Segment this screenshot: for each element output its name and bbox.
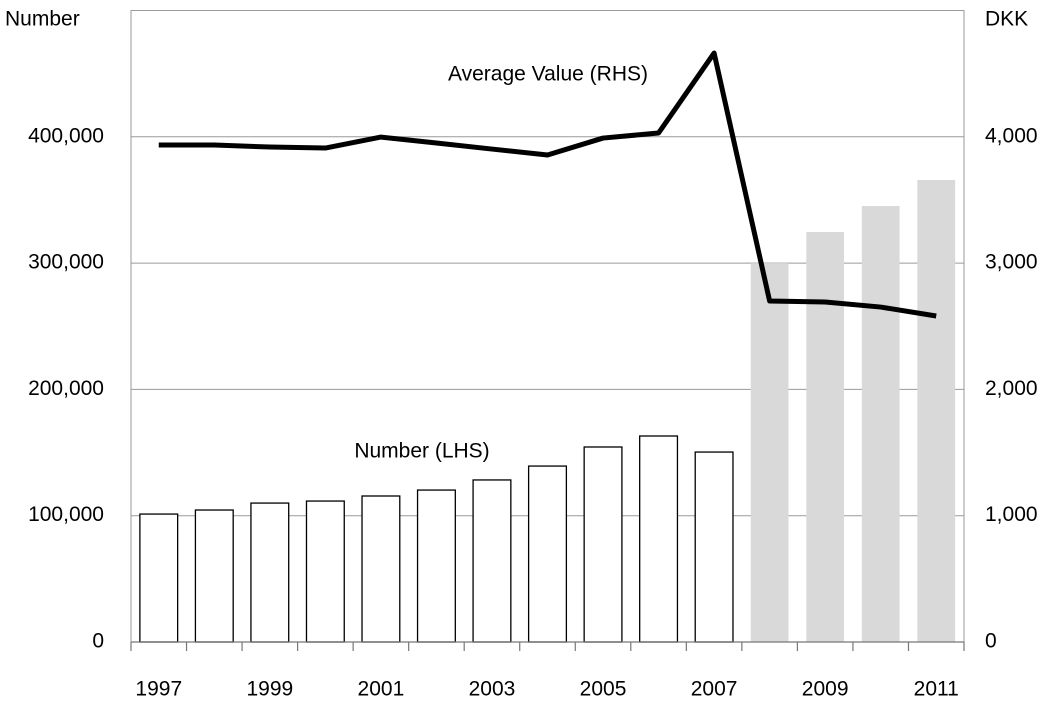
y-tick-label: 0 bbox=[92, 630, 104, 653]
x-tick-label: 2011 bbox=[914, 678, 959, 701]
bar bbox=[806, 232, 845, 642]
bar bbox=[527, 465, 568, 643]
bar bbox=[139, 513, 179, 643]
bar bbox=[750, 263, 789, 642]
x-tick-label: 2003 bbox=[469, 678, 516, 701]
y-tick-label: 300,000 bbox=[28, 251, 104, 274]
y2-tick-label: 4,000 bbox=[985, 124, 1038, 147]
bar bbox=[194, 509, 234, 643]
x-tick-label: 2007 bbox=[691, 678, 738, 701]
y2-axis-title: DKK bbox=[985, 8, 1028, 31]
x-tick-label: 1999 bbox=[246, 678, 293, 701]
y2-tick-label: 3,000 bbox=[985, 251, 1038, 274]
bar bbox=[639, 435, 679, 643]
bar bbox=[917, 179, 956, 642]
y2-tick-label: 0 bbox=[985, 630, 997, 653]
y-axis-title: Number bbox=[5, 8, 80, 31]
x-tick-label: 2005 bbox=[580, 678, 627, 701]
bar bbox=[583, 446, 623, 643]
y-tick-label: 100,000 bbox=[28, 503, 104, 526]
x-tick-label: 2001 bbox=[358, 678, 405, 701]
x-tick-label: 1997 bbox=[135, 678, 182, 701]
bar bbox=[361, 495, 401, 643]
y2-tick-label: 2,000 bbox=[985, 377, 1038, 400]
x-tick-label: 2009 bbox=[802, 678, 849, 701]
bar bbox=[250, 502, 290, 643]
bar bbox=[305, 500, 345, 643]
bar bbox=[861, 206, 900, 643]
y-tick-label: 200,000 bbox=[28, 377, 104, 400]
bar bbox=[416, 489, 456, 643]
annotation: Average Value (RHS) bbox=[448, 63, 648, 86]
y2-tick-label: 1,000 bbox=[985, 503, 1038, 526]
bar bbox=[694, 451, 734, 643]
annotation: Number (LHS) bbox=[354, 440, 489, 463]
bar bbox=[472, 479, 512, 643]
line bbox=[158, 50, 937, 319]
y-tick-label: 400,000 bbox=[28, 124, 104, 147]
